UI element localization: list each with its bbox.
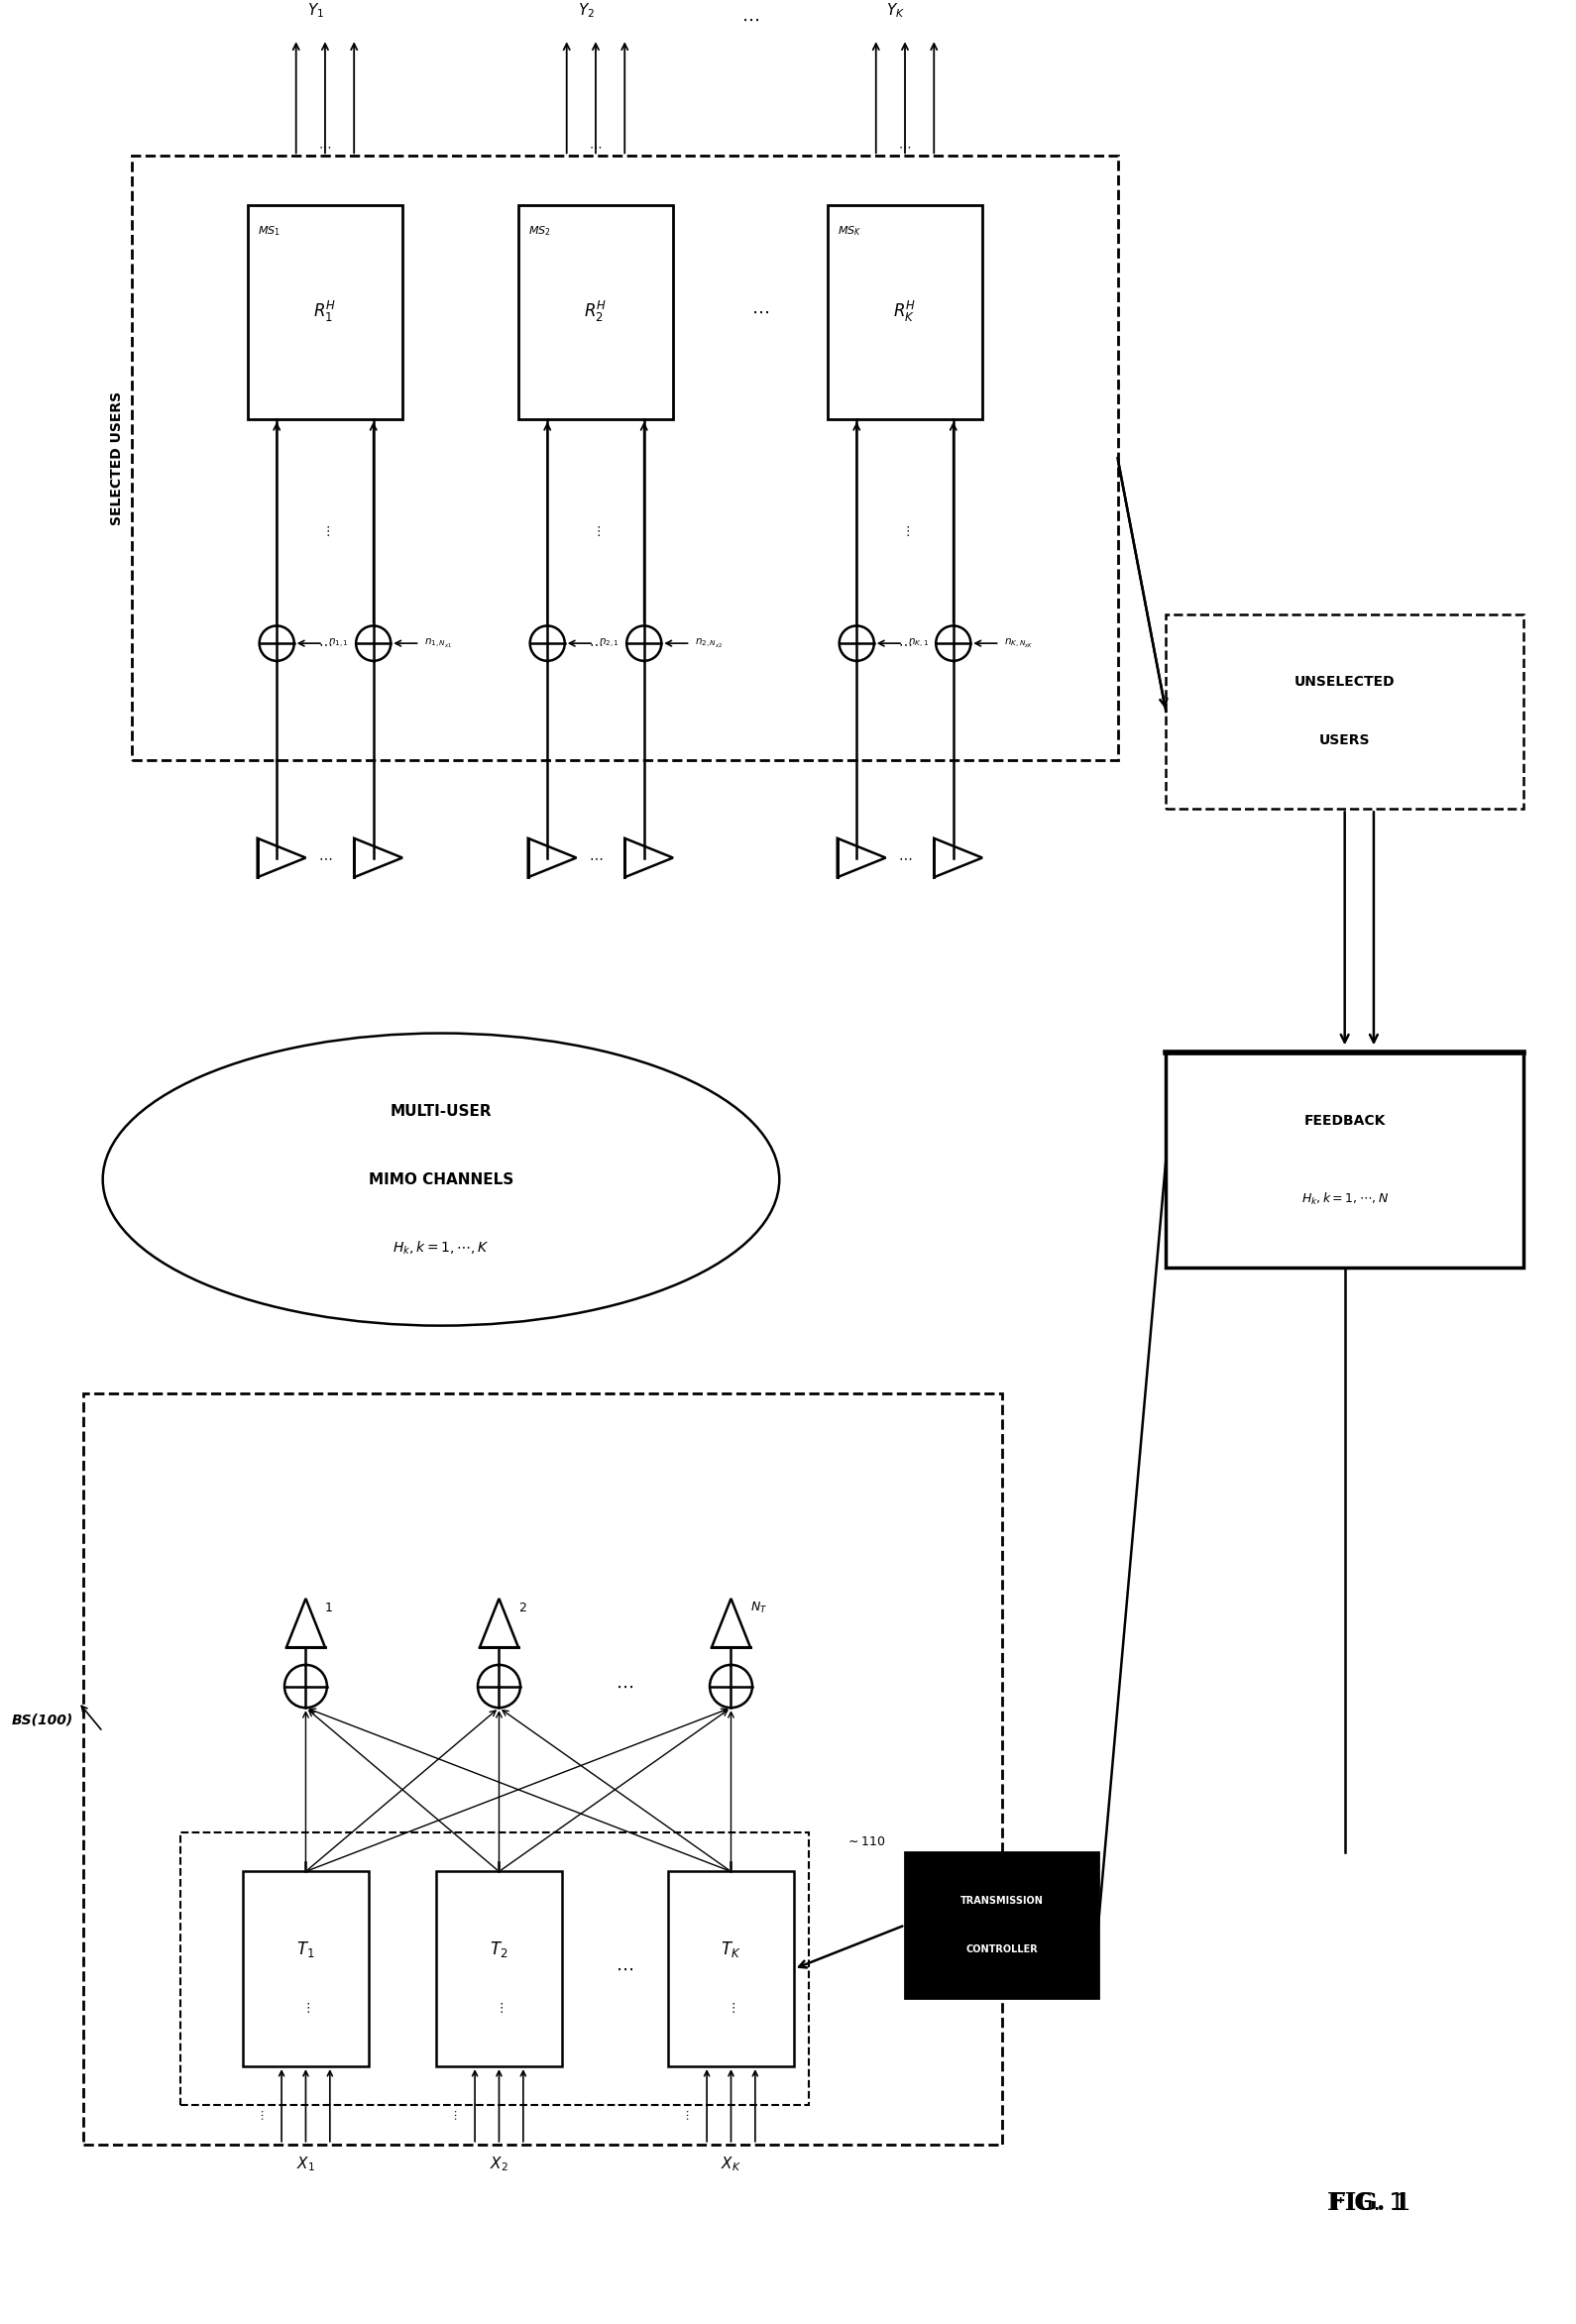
Text: MIMO CHANNELS: MIMO CHANNELS [369,1171,514,1188]
Text: TRANSMISSION: TRANSMISSION [960,1896,1043,1906]
Text: $MS_K$: $MS_K$ [837,223,862,237]
Bar [1166,1053,1524,1267]
Text: $\vdots$: $\vdots$ [900,525,909,539]
Text: $\cdots$: $\cdots$ [318,139,331,153]
Text: $\vdots$: $\vdots$ [495,2001,503,2015]
Bar [827,205,982,418]
Text: $MS_2$: $MS_2$ [528,223,550,237]
Text: $\cdots$: $\cdots$ [318,637,333,651]
Text: $R_1^H$: $R_1^H$ [314,300,337,325]
Bar [905,1852,1098,1999]
Text: $\cdots$: $\cdots$ [318,851,333,865]
Text: MULTI-USER: MULTI-USER [391,1104,492,1118]
Text: $X_1$: $X_1$ [296,2154,315,2173]
Text: SELECTED USERS: SELECTED USERS [110,390,125,525]
Text: $N_T$: $N_T$ [750,1601,768,1615]
Text: USERS: USERS [1319,734,1370,748]
Text: $n_{1,N_{x1}}$: $n_{1,N_{x1}}$ [424,637,452,651]
Text: FEEDBACK: FEEDBACK [1303,1113,1385,1127]
Bar [84,1394,1002,2145]
Text: $n_{2,1}$: $n_{2,1}$ [599,637,619,651]
Text: $T_K$: $T_K$ [720,1941,741,1959]
Bar [247,205,402,418]
Bar [132,156,1117,760]
Text: $MS_1$: $MS_1$ [257,223,281,237]
Text: $\cdots$: $\cdots$ [752,302,769,321]
Text: 1: 1 [325,1601,333,1615]
Bar [519,205,673,418]
Bar [437,1871,563,2066]
Text: $R_K^H$: $R_K^H$ [894,300,917,325]
Text: BS(100): BS(100) [13,1713,74,1727]
Text: $n_{K,1}$: $n_{K,1}$ [908,637,928,651]
Text: $n_{1,1}$: $n_{1,1}$ [328,637,348,651]
Text: $X_2$: $X_2$ [490,2154,509,2173]
Text: $\vdots$: $\vdots$ [301,2001,310,2015]
Text: $\cdots$: $\cdots$ [589,139,602,153]
Text: $\cdots$: $\cdots$ [898,637,913,651]
Text: $n_{2,N_{x2}}$: $n_{2,N_{x2}}$ [695,637,723,651]
Text: $\cdots$: $\cdots$ [616,1959,634,1978]
Text: $Y_{2}$: $Y_{2}$ [577,0,594,19]
Text: $\cdots$: $\cdots$ [741,12,760,28]
Bar [668,1871,794,2066]
Text: $\cdots$: $\cdots$ [616,1678,634,1694]
Text: UNSELECTED: UNSELECTED [1294,676,1395,690]
Bar [243,1871,369,2066]
Text: $Y_K$: $Y_K$ [886,0,905,19]
Text: $\cdots$: $\cdots$ [588,637,602,651]
Text: $T_2$: $T_2$ [490,1941,507,1959]
Text: $X_K$: $X_K$ [720,2154,741,2173]
Text: $T_1$: $T_1$ [296,1941,315,1959]
Text: $\cdots$: $\cdots$ [257,2110,268,2122]
Text: $\vdots$: $\vdots$ [591,525,600,539]
Text: $\sim$110: $\sim$110 [846,1836,886,1848]
Text: $\cdots$: $\cdots$ [451,2110,460,2122]
Text: $\cdots$: $\cdots$ [588,851,602,865]
Bar [1166,614,1524,809]
Text: $Y_{1}$: $Y_{1}$ [307,0,323,19]
Text: $n_{K,N_{xK}}$: $n_{K,N_{xK}}$ [1004,637,1034,651]
Text: CONTROLLER: CONTROLLER [966,1945,1037,1954]
Text: $\cdots$: $\cdots$ [898,139,911,153]
Text: $H_k, k=1,\cdots, K$: $H_k, k=1,\cdots, K$ [392,1239,490,1257]
Text: FIG. 1: FIG. 1 [1327,2192,1411,2215]
Bar [180,1834,808,2106]
Text: $\vdots$: $\vdots$ [320,525,329,539]
Text: $\cdots$: $\cdots$ [682,2110,692,2122]
Text: $H_k, k=1,\cdots, N$: $H_k, k=1,\cdots, N$ [1302,1190,1388,1206]
Text: $\vdots$: $\vdots$ [727,2001,736,2015]
Text: 2: 2 [519,1601,526,1615]
Text: TRANSMISSION: TRANSMISSION [960,1896,1043,1906]
Text: FIG. 1: FIG. 1 [1333,2192,1406,2215]
Text: $\cdots$: $\cdots$ [898,851,913,865]
Text: $R_2^H$: $R_2^H$ [585,300,607,325]
